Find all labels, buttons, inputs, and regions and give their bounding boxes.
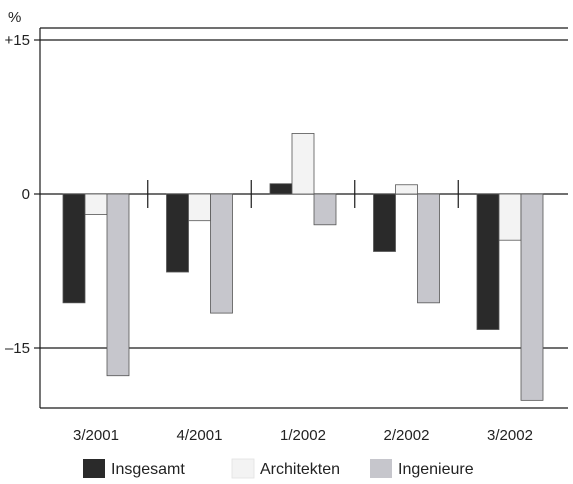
bar-ingenieure-3-2002: [520, 193, 544, 401]
bar-insgesamt-1-2002: [269, 183, 293, 195]
bar-architekten-3-2001: [84, 193, 108, 215]
bar-ingenieure-1-2002: [313, 193, 337, 226]
bar-ingenieure-2-2002: [417, 193, 440, 304]
y-tick-label: –15: [5, 340, 30, 357]
bar-insgesamt-3-2001: [62, 193, 86, 304]
category-separators: [147, 180, 459, 208]
legend-swatch-architekten: [231, 458, 255, 479]
bar-insgesamt-2-2002: [373, 193, 396, 252]
legend-label-insgesamt: Insgesamt: [111, 461, 185, 478]
bar-architekten-2-2002: [395, 184, 418, 195]
legend: Insgesamt Architekten Ingenieure: [83, 458, 474, 479]
x-tick-labels: 3/2001 4/2001 1/2002 2/2002 3/2002: [73, 427, 533, 444]
bar-ingenieure-3-2001: [106, 193, 130, 377]
y-tick-label: 0: [22, 186, 30, 203]
y-tick-label: +15: [5, 32, 30, 49]
bar-ingenieure-4-2001: [210, 193, 233, 314]
legend-label-ingenieure: Ingenieure: [398, 461, 474, 478]
legend-label-architekten: Architekten: [260, 461, 340, 478]
x-tick-label: 3/2002: [487, 427, 533, 444]
plot-area: [39, 27, 568, 409]
y-axis-label: %: [8, 9, 21, 26]
y-tick-labels: +15 0 –15: [5, 32, 30, 357]
bar-insgesamt-4-2001: [166, 193, 189, 273]
x-tick-label: 2/2002: [384, 427, 430, 444]
legend-swatch-insgesamt: [83, 459, 105, 478]
bar-architekten-1-2002: [291, 133, 315, 195]
x-tick-label: 3/2001: [73, 427, 119, 444]
bars: [62, 133, 544, 401]
bar-architekten-3-2002: [498, 193, 522, 241]
bar-insgesamt-3-2002: [476, 193, 500, 330]
x-tick-label: 1/2002: [280, 427, 326, 444]
legend-swatch-ingenieure: [370, 459, 392, 478]
x-tick-label: 4/2001: [177, 427, 223, 444]
bar-architekten-4-2001: [188, 193, 211, 222]
